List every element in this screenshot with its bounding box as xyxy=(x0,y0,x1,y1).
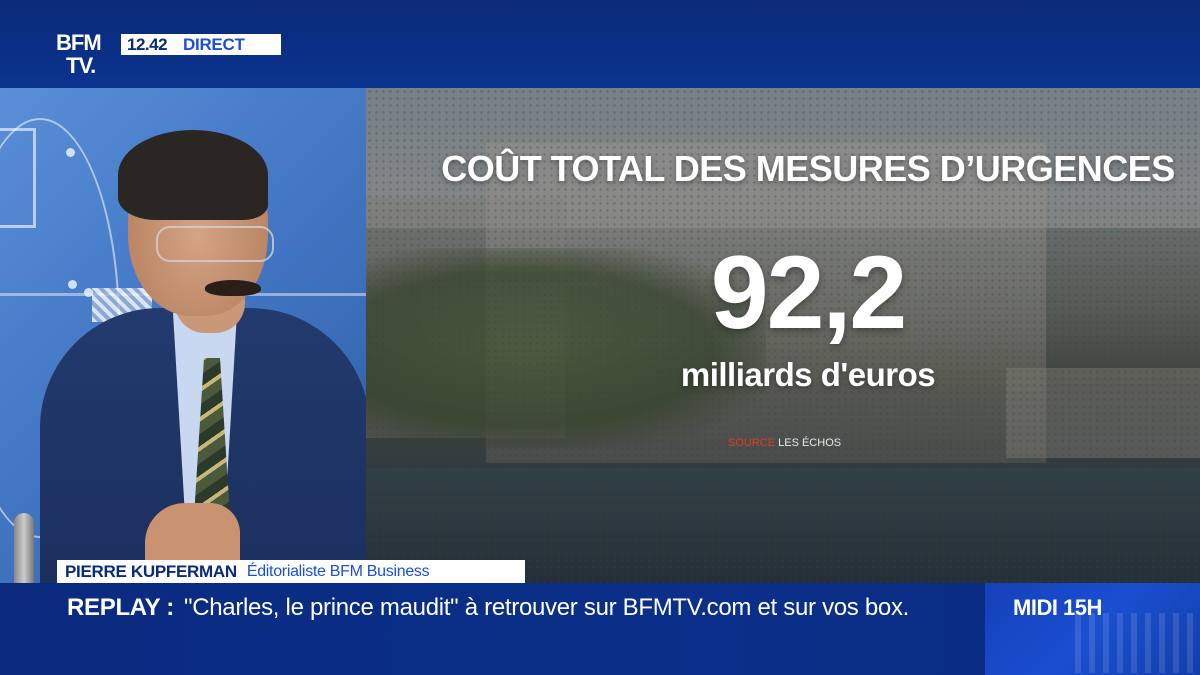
studio-decor-dot xyxy=(66,148,75,157)
clock-live-box: 12.42 DIRECT xyxy=(121,34,281,55)
guest-name: PIERRE KUPFERMAN xyxy=(65,561,237,581)
lower-third-strap: PIERRE KUPFERMAN Éditorialiste BFM Busin… xyxy=(57,560,525,583)
background-trees xyxy=(366,248,766,448)
top-header-bar: BFM TV. 12.42 DIRECT xyxy=(0,0,1200,88)
presenter-glasses xyxy=(156,226,274,262)
infographic-panel: COÛT TOTAL DES MESURES D’URGENCES 92,2 m… xyxy=(366,88,1200,583)
ticker-text: "Charles, le prince maudit" à retrouver … xyxy=(183,594,910,621)
background-overlay xyxy=(366,88,1200,583)
microphone-icon xyxy=(14,513,34,583)
ticker-label: REPLAY : xyxy=(67,594,174,621)
background-dot-pattern xyxy=(366,88,1200,583)
studio-decor-dot xyxy=(84,288,93,297)
studio-decor-dot xyxy=(68,280,77,289)
infographic-source: SOURCE LES ÉCHOS xyxy=(728,437,841,449)
background-sky xyxy=(366,88,1200,228)
guest-role: Éditorialiste BFM Business xyxy=(246,562,430,580)
live-label: DIRECT xyxy=(183,34,245,54)
program-badge-decor xyxy=(1075,613,1195,673)
presenter-mustache xyxy=(205,280,261,296)
clock-time: 12.42 xyxy=(127,34,168,54)
background-bridge xyxy=(1006,368,1200,458)
infographic-value: 92,2 xyxy=(710,235,907,351)
ticker-message: REPLAY : "Charles, le prince maudit" à re… xyxy=(67,593,967,623)
source-value: LES ÉCHOS xyxy=(778,437,842,449)
infographic-unit: milliards d'euros xyxy=(680,356,936,393)
program-name: MIDI 15H xyxy=(1013,595,1102,620)
studio-decor-hexagon xyxy=(0,128,36,228)
logo-line-2: TV. xyxy=(66,53,96,78)
logo-line-1: BFM xyxy=(56,30,102,55)
infographic-title: COÛT TOTAL DES MESURES D’URGENCES xyxy=(441,148,1175,189)
news-ticker: REPLAY : "Charles, le prince maudit" à re… xyxy=(0,583,1200,675)
source-label: SOURCE xyxy=(728,437,776,449)
studio-camera-view xyxy=(0,88,366,583)
bfmtv-logo: BFM TV. xyxy=(56,32,116,84)
presenter-hair xyxy=(118,130,268,220)
program-badge: MIDI 15H xyxy=(985,583,1200,675)
